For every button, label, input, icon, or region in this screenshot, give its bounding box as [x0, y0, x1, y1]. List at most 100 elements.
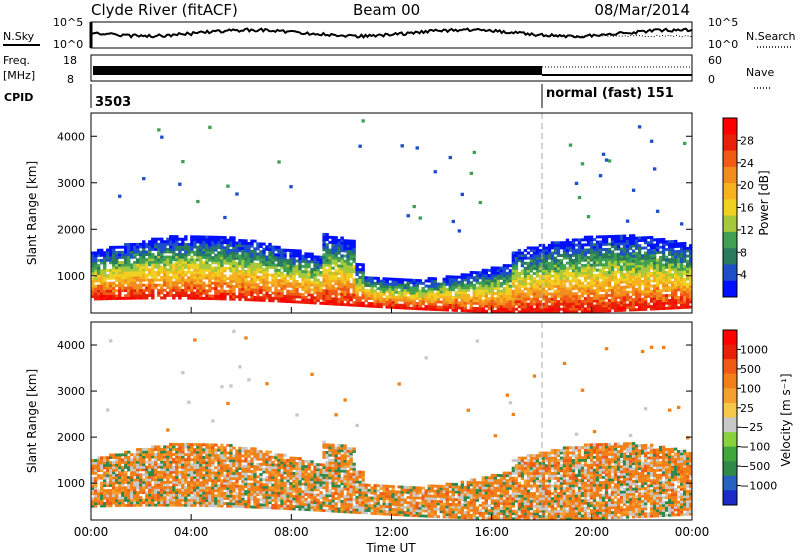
scatter-cell: [574, 251, 579, 255]
scatter-cell: [265, 255, 269, 259]
scatter-cell: [238, 254, 242, 258]
scatter-cell: [610, 298, 615, 302]
scatter-cell: [658, 307, 663, 311]
scatter-cell: [112, 250, 116, 254]
scatter-cell: [325, 281, 329, 285]
scatter-cell: [388, 287, 392, 291]
scatter-cell: [322, 255, 326, 259]
scatter-cell: [109, 294, 113, 298]
scatter-cell: [145, 278, 149, 282]
scatter-cell: [559, 279, 564, 283]
scatter-cell: [685, 275, 690, 279]
scatter-cell: [226, 282, 230, 286]
scatter-cell: [493, 276, 498, 280]
scatter-cell: [541, 274, 546, 278]
scatter-cell: [148, 480, 152, 484]
scatter-cell: [130, 263, 134, 267]
scatter-cell: [196, 496, 200, 500]
scatter-cell: [622, 308, 627, 312]
scatter-cell: [640, 297, 645, 301]
scatter-cell: [211, 281, 215, 285]
scatter-cell: [328, 284, 332, 288]
scatter-cell: [268, 242, 272, 246]
scatter-cell: [673, 250, 678, 254]
scatter-cell: [247, 249, 251, 253]
scatter-cell: [205, 294, 209, 298]
scatter-cell: [262, 293, 266, 297]
scatter-cell: [544, 310, 549, 314]
scatter-cell: [199, 281, 203, 285]
scatter-cell: [478, 289, 483, 293]
colorbar-tick-label: 8: [740, 246, 747, 259]
scatter-cell: [340, 297, 344, 301]
scatter-cell: [319, 271, 323, 275]
scatter-cell: [208, 486, 212, 490]
scatter-cell: [541, 249, 546, 252]
scatter-cell: [163, 288, 167, 292]
scatter-cell: [529, 269, 534, 273]
scatter-cell: [493, 304, 498, 308]
scatter-cell: [460, 301, 465, 305]
scatter-cell: [214, 279, 218, 283]
scatter-cell: [175, 465, 179, 469]
scatter-cell: [154, 460, 158, 464]
scatter-cell: [379, 302, 383, 306]
scatter-cell: [292, 284, 296, 288]
scatter-cell: [586, 248, 591, 252]
scatter-cell: [295, 269, 299, 273]
scatter-cell: [637, 256, 642, 260]
scatter-cell: [151, 265, 155, 269]
scatter-cell: [118, 271, 122, 275]
scatter-cell: [610, 306, 615, 310]
scatter-cell: [685, 259, 690, 263]
scatter-cell: [652, 279, 657, 283]
scatter-cell: [526, 269, 531, 273]
scatter-cell: [562, 248, 567, 252]
scatter-cell: [259, 257, 263, 261]
scatter-cell: [187, 296, 191, 300]
scatter-cell: [583, 251, 588, 255]
scatter-cell: [472, 301, 477, 305]
scatter-cell: [505, 282, 510, 286]
scatter-cell: [184, 291, 188, 295]
scatter-cell: [220, 494, 224, 498]
scatter-cell: [238, 280, 242, 283]
scatter-cell: [214, 294, 218, 298]
scatter-cell: [493, 281, 498, 285]
scatter-cell: [163, 485, 167, 489]
scatter-cell: [361, 265, 365, 269]
scatter-cell: [157, 253, 161, 256]
scatter-cell: [637, 300, 642, 304]
scatter-cell: [676, 278, 681, 282]
scatter-cell: [613, 263, 618, 266]
scatter-cell: [91, 459, 95, 463]
scatter-cell: [523, 297, 528, 301]
scatter-cell: [322, 278, 326, 282]
scatter-cell: [151, 296, 155, 300]
scatter-cell: [601, 296, 606, 300]
scatter-cell: [367, 294, 371, 298]
scatter-cell: [220, 248, 224, 252]
scatter-cell: [109, 468, 113, 472]
scatter-cell: [130, 294, 134, 298]
scatter-cell: [646, 274, 651, 278]
scatter-cell: [433, 282, 437, 286]
scatter-cell: [187, 483, 191, 487]
scatter-cell: [121, 476, 125, 480]
scatter-cell: [361, 268, 365, 272]
scatter-cell: [148, 258, 152, 262]
scatter-cell: [556, 295, 561, 298]
scatter-cell: [340, 290, 344, 294]
scatter-cell: [259, 298, 263, 302]
scatter-cell: [493, 299, 498, 303]
scatter-cell: [541, 256, 546, 260]
scatter-cell: [415, 289, 419, 293]
scatter-cell-sparse: [568, 143, 573, 147]
scatter-cell: [577, 240, 582, 244]
scatter-cell: [130, 498, 134, 502]
scatter-cell: [151, 475, 155, 479]
scatter-cell: [148, 491, 152, 494]
scatter-cell: [181, 288, 185, 292]
scatter-cell: [535, 284, 540, 288]
scatter-cell: [634, 298, 639, 301]
